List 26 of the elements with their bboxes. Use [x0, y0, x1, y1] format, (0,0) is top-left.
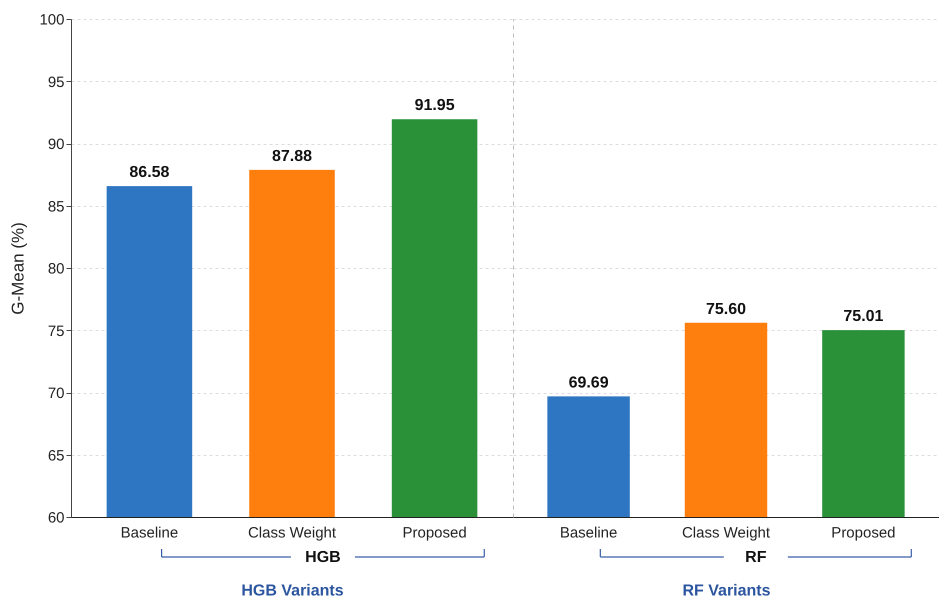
- x-axis-title: RF Variants: [682, 582, 771, 600]
- data-label: 86.58: [129, 164, 170, 182]
- y-tick-label: 80: [48, 260, 64, 278]
- x-tick-label: Baseline: [120, 524, 178, 542]
- y-tick-label: 85: [48, 198, 64, 216]
- x-tick-label: Class Weight: [248, 524, 337, 542]
- data-label: 91.95: [414, 97, 455, 114]
- y-tick-label: 100: [39, 12, 64, 28]
- data-label: 87.88: [272, 148, 312, 165]
- y-tick-label: 65: [48, 447, 64, 464]
- y-tick-label: 90: [48, 136, 64, 153]
- x-tick-label: Proposed: [402, 524, 467, 542]
- y-tick-label: 60: [48, 510, 64, 526]
- text: HGB: [305, 549, 341, 566]
- y-tick-label: 70: [48, 385, 64, 402]
- data-label: 75.01: [843, 308, 884, 326]
- text: RF: [745, 549, 767, 566]
- x-tick-label: Proposed: [831, 524, 896, 542]
- x-axis-title: HGB Variants: [241, 582, 344, 600]
- y-tick-label: 95: [48, 74, 64, 91]
- x-tick-label: Baseline: [560, 524, 618, 542]
- y-axis-title: G-Mean (%): [8, 222, 28, 315]
- data-label: 69.69: [568, 374, 609, 392]
- data-label: 75.60: [706, 300, 746, 318]
- x-tick-label: Class Weight: [682, 524, 771, 542]
- y-tick-label: 75: [48, 322, 64, 340]
